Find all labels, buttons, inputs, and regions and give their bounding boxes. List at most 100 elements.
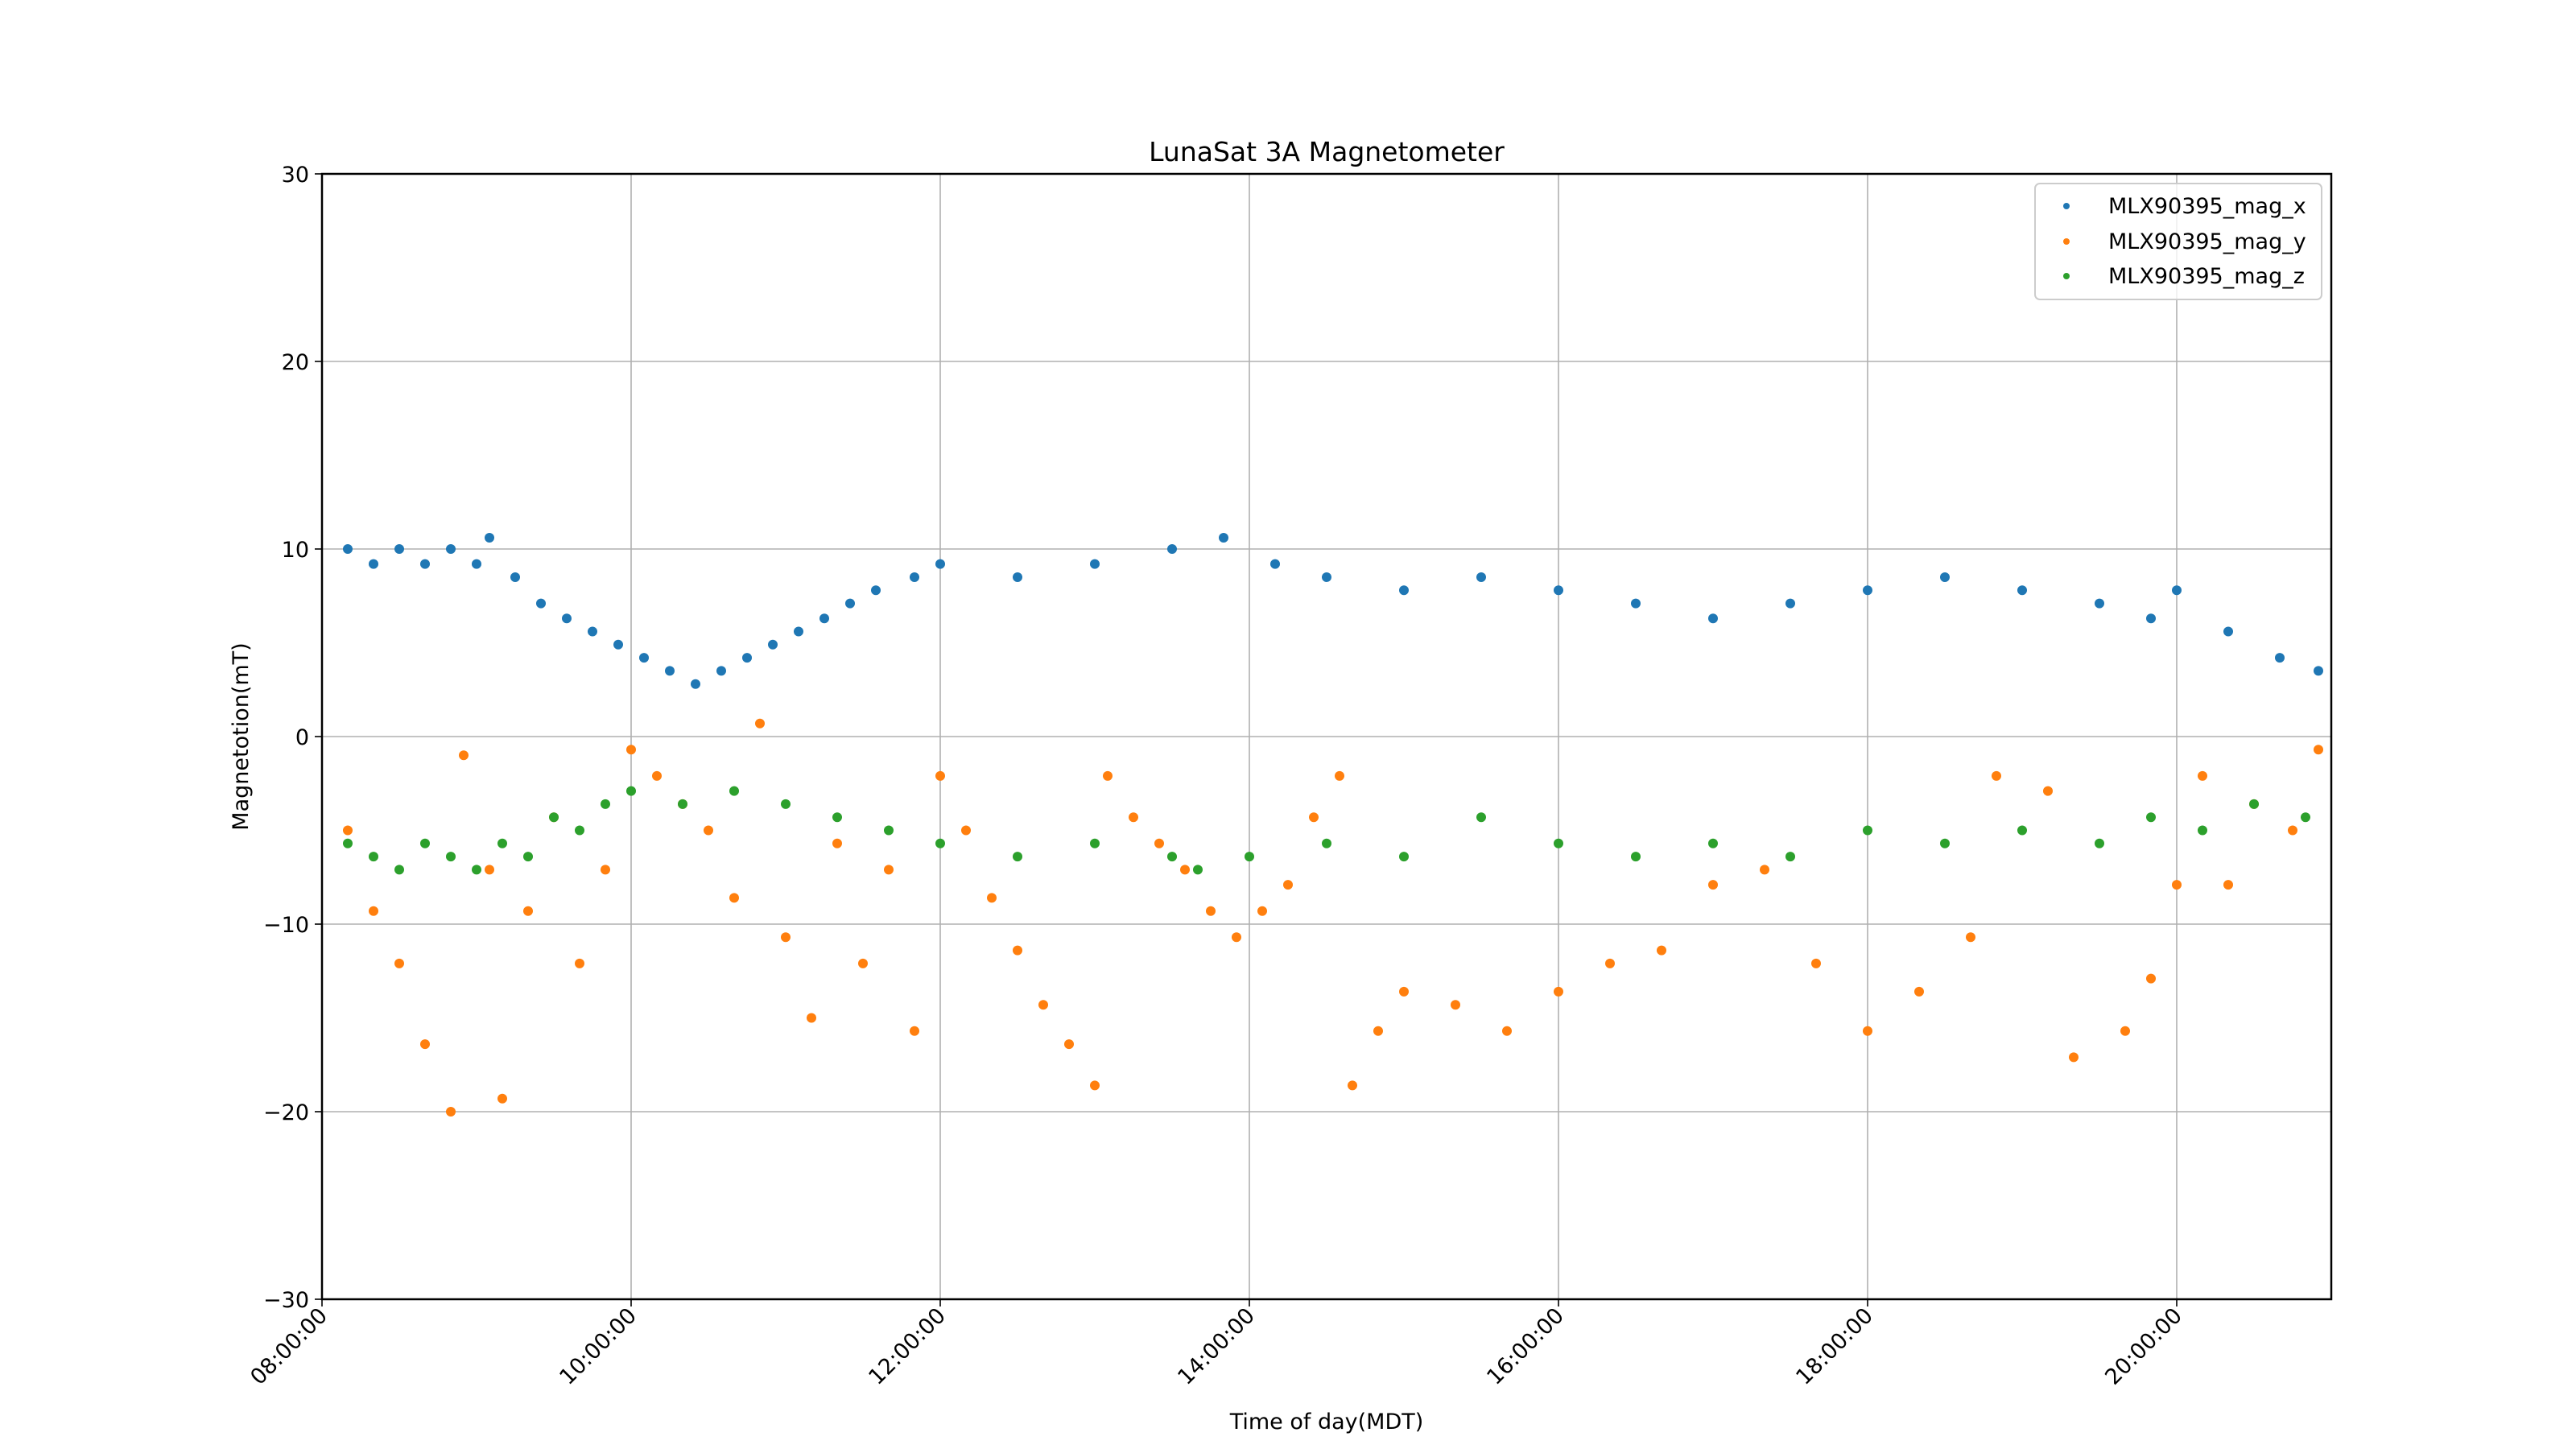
data-point	[1785, 852, 1795, 862]
data-point	[1219, 533, 1228, 543]
data-point	[1992, 770, 2001, 781]
data-point	[394, 544, 404, 554]
data-point	[935, 559, 945, 569]
data-point	[1399, 585, 1409, 596]
data-point	[343, 544, 353, 554]
legend: MLX90395_mag_x MLX90395_mag_y MLX90395_m…	[2034, 183, 2322, 300]
data-point	[1554, 585, 1563, 596]
y-axis-label: Magnetotion(mT)	[229, 642, 254, 830]
data-point	[420, 1039, 430, 1050]
data-point	[523, 906, 533, 916]
data-point	[2069, 1052, 2079, 1063]
data-point	[729, 893, 739, 903]
data-point	[1038, 1000, 1048, 1010]
data-point	[1193, 865, 1203, 875]
x-axis-label: Time of day(MDT)	[1229, 1410, 1424, 1434]
data-point	[2146, 812, 2156, 823]
data-point	[961, 825, 971, 836]
data-point	[1605, 958, 1615, 968]
data-point	[1914, 986, 1924, 997]
data-point	[472, 865, 481, 875]
data-point	[1129, 812, 1138, 823]
legend-marker-mag-y	[2063, 238, 2070, 245]
data-point	[1451, 1000, 1460, 1010]
data-point	[729, 786, 739, 796]
data-point	[987, 893, 997, 903]
data-point	[2314, 745, 2323, 755]
data-point	[1554, 838, 1563, 848]
data-point	[536, 598, 546, 609]
data-point	[1283, 880, 1293, 890]
data-point	[1373, 1026, 1383, 1036]
data-point	[1554, 986, 1563, 997]
data-point	[1322, 572, 1331, 582]
data-point	[1322, 838, 1331, 848]
y-tick-label: −30	[263, 1288, 309, 1313]
data-point	[2120, 1026, 2130, 1036]
data-point	[446, 1107, 456, 1117]
y-axis: 30 20 10 0 −10 −20 −30	[263, 163, 322, 1313]
data-point	[369, 906, 378, 916]
data-point	[1167, 852, 1177, 862]
data-point	[1476, 572, 1486, 582]
chart-title: LunaSat 3A Magnetometer	[1149, 136, 1505, 167]
y-tick-label: 30	[282, 163, 309, 188]
data-point	[1476, 812, 1486, 823]
data-point	[2172, 585, 2182, 596]
data-point	[1940, 572, 1950, 582]
y-tick-label: −10	[263, 913, 309, 938]
data-point	[588, 626, 597, 637]
data-point	[626, 745, 636, 755]
data-point	[755, 718, 765, 729]
legend-label-mag-y: MLX90395_mag_y	[2108, 229, 2306, 254]
data-point	[1708, 838, 1718, 848]
legend-box	[2034, 183, 2322, 300]
legend-marker-mag-x	[2063, 203, 2070, 209]
data-point	[2017, 825, 2027, 836]
data-point	[935, 770, 945, 781]
data-point	[910, 572, 919, 582]
data-point	[768, 639, 778, 650]
data-point	[575, 825, 584, 836]
data-point	[2288, 825, 2297, 836]
data-point	[613, 639, 623, 650]
data-point	[1013, 945, 1022, 956]
data-point	[1863, 825, 1872, 836]
data-point	[2249, 799, 2259, 809]
data-point	[1708, 613, 1718, 624]
data-point	[1502, 1026, 1512, 1036]
data-point	[2223, 880, 2233, 890]
data-point	[1180, 865, 1190, 875]
data-point	[1257, 906, 1267, 916]
data-point	[601, 799, 610, 809]
data-point	[2017, 585, 2027, 596]
data-point	[1090, 838, 1100, 848]
data-point	[1399, 986, 1409, 997]
data-point	[472, 559, 481, 569]
data-point	[2198, 770, 2207, 781]
data-point	[1399, 852, 1409, 862]
data-point	[910, 1026, 919, 1036]
data-point	[485, 865, 494, 875]
data-point	[1966, 932, 1975, 943]
data-point	[1708, 880, 1718, 890]
data-point	[1863, 585, 1872, 596]
scatter-points	[343, 533, 2323, 1117]
data-point	[420, 838, 430, 848]
data-point	[665, 666, 675, 676]
data-point	[2301, 812, 2310, 823]
series-MLX90395_mag_x	[343, 533, 2323, 689]
data-point	[2314, 666, 2323, 676]
data-point	[858, 958, 868, 968]
data-point	[343, 838, 353, 848]
data-point	[1335, 770, 1344, 781]
data-point	[832, 838, 842, 848]
data-point	[1270, 559, 1280, 569]
data-point	[1245, 852, 1254, 862]
data-point	[678, 799, 687, 809]
data-point	[781, 799, 791, 809]
data-point	[497, 1093, 507, 1104]
data-point	[1863, 1026, 1872, 1036]
data-point	[1760, 865, 1769, 875]
